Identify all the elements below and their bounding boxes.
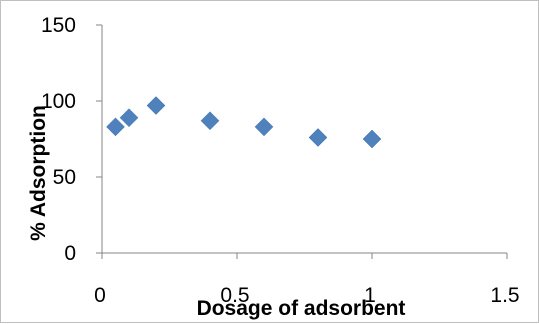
data-point — [200, 111, 220, 131]
x-axis-title: Dosage of adsorbent — [197, 297, 406, 320]
data-point — [146, 96, 166, 115]
y-axis-ticks: 0 50 100 150 — [41, 14, 102, 265]
axes — [101, 25, 507, 254]
y-axis-title: % Adsorption — [27, 105, 50, 241]
y-tick-label: 100 — [41, 90, 76, 113]
data-points — [106, 96, 382, 149]
x-axis-ticks: 0 0.5 1 1.5 — [94, 253, 520, 307]
y-tick-label: 150 — [41, 14, 76, 37]
data-point — [362, 129, 382, 149]
x-tick-label: 1 — [364, 284, 376, 307]
y-tick-label: 50 — [53, 166, 76, 189]
y-tick-label: 0 — [64, 242, 76, 265]
x-tick-label: 0.5 — [220, 284, 249, 307]
data-point — [254, 117, 274, 137]
x-tick-label: 0 — [94, 284, 106, 307]
data-point — [119, 108, 139, 128]
x-tick-label: 1.5 — [490, 284, 519, 307]
data-point — [308, 128, 328, 147]
data-point — [106, 117, 125, 137]
